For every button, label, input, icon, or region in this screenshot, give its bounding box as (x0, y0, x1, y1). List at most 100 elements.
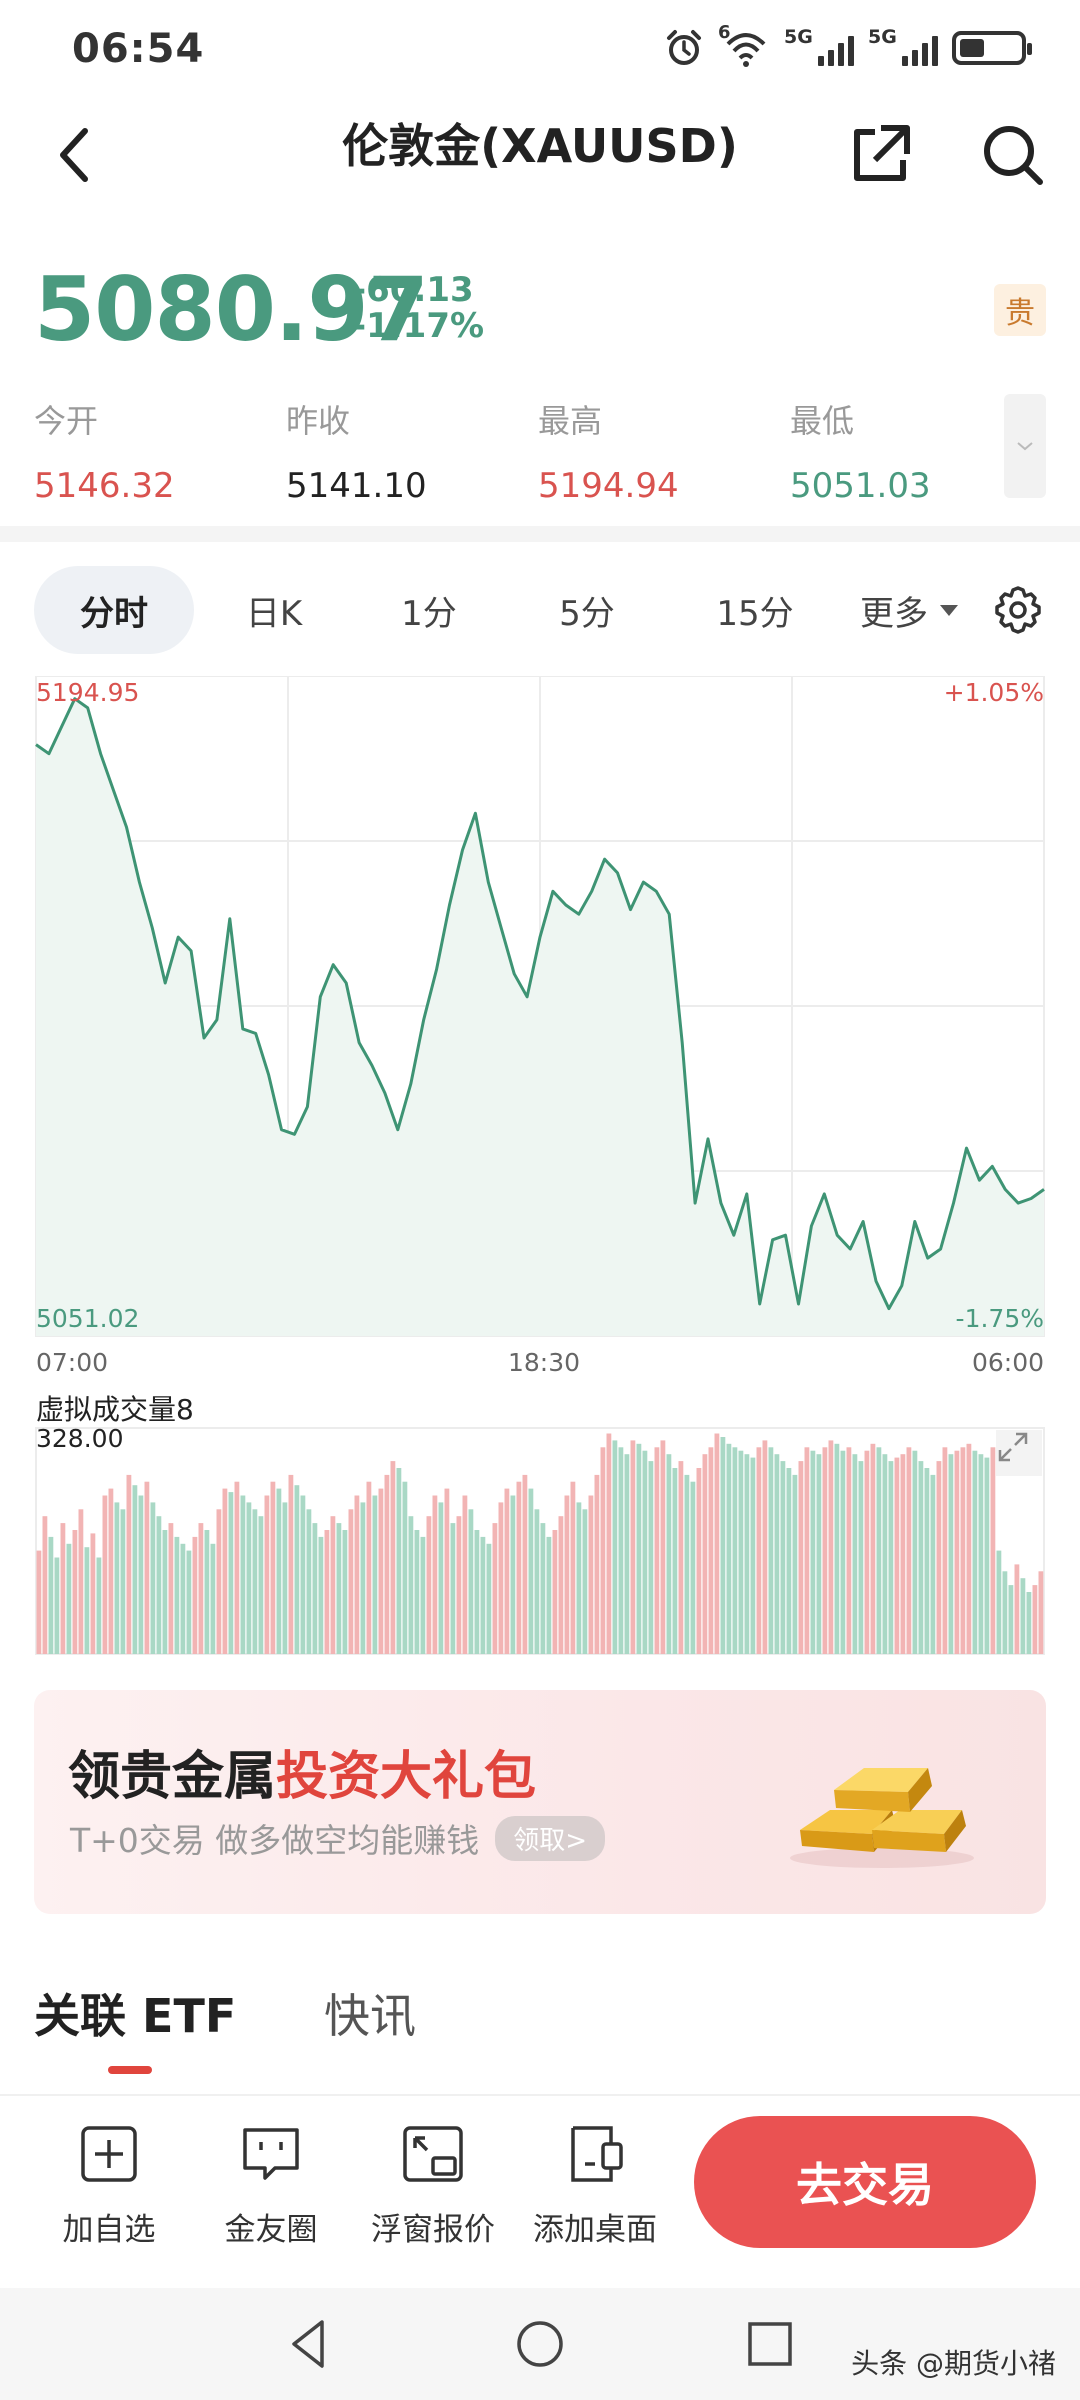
volume-max-label: 328.00 (36, 1424, 124, 1453)
volume-title: 虚拟成交量8 (36, 1393, 194, 1426)
volume-bar (186, 1550, 192, 1654)
tab-1min[interactable]: 1分 (401, 593, 457, 634)
volume-bar (672, 1468, 678, 1654)
volume-bar (348, 1509, 354, 1654)
chart-settings-button[interactable] (988, 580, 1048, 640)
share-button[interactable] (845, 120, 915, 190)
volume-bar (822, 1447, 828, 1654)
tab-15min[interactable]: 15分 (716, 593, 794, 634)
volume-bar (660, 1440, 666, 1654)
volume-bar (342, 1530, 348, 1654)
volume-bar (510, 1495, 516, 1654)
volume-bar (66, 1543, 72, 1654)
nav-back-icon[interactable] (280, 2314, 340, 2374)
floating-quote-button[interactable]: 浮窗报价 (358, 2122, 508, 2262)
volume-bar (696, 1468, 702, 1654)
volume-bar (354, 1495, 360, 1654)
add-to-desktop-button[interactable]: 添加桌面 (520, 2122, 670, 2262)
stat-value: 5051.03 (790, 466, 931, 506)
volume-bar (774, 1454, 780, 1654)
nav-home-icon[interactable] (510, 2314, 570, 2374)
nav-recents-icon[interactable] (740, 2314, 800, 2374)
volume-bar (96, 1557, 102, 1654)
tab-5min[interactable]: 5分 (559, 593, 615, 634)
bottom-toolbar: 加自选 金友圈 浮窗报价 添加桌面 去交易 (0, 2094, 1080, 2288)
volume-bar (264, 1495, 270, 1654)
header: 伦敦金(XAUUSD) (0, 100, 1080, 220)
volume-bar (876, 1447, 882, 1654)
volume-bar (414, 1530, 420, 1654)
network-type-2: 5G (868, 26, 897, 48)
volume-bar (432, 1495, 438, 1654)
volume-bar (438, 1502, 444, 1654)
volume-bar (990, 1447, 996, 1654)
volume-bar (576, 1502, 582, 1654)
volume-bar (366, 1481, 372, 1654)
volume-bar (372, 1495, 378, 1654)
volume-bar (732, 1447, 738, 1654)
banner-claim-button[interactable]: 领取> (495, 1815, 606, 1861)
tab-more-label: 更多 (860, 593, 928, 634)
desktop-widget-icon (571, 2126, 623, 2182)
expand-stats-button[interactable] (1004, 394, 1046, 498)
add-watchlist-label: 加自选 (62, 2212, 156, 2248)
wifi-badge: 6 (718, 22, 731, 43)
volume-bar (324, 1530, 330, 1654)
banner-title: 领贵金属投资大礼包 (68, 1734, 536, 1809)
volume-bar (402, 1481, 408, 1654)
current-price: 5080.97 (34, 258, 429, 361)
volume-bar (708, 1447, 714, 1654)
status-bar: 06:54 6 5G 5G (0, 0, 1080, 100)
volume-bar (852, 1454, 858, 1654)
volume-bar (258, 1516, 264, 1654)
volume-bar (306, 1509, 312, 1654)
back-button[interactable] (40, 120, 110, 190)
volume-bar (726, 1443, 732, 1654)
stat-open: 今开 5146.32 (34, 396, 254, 506)
trade-button[interactable]: 去交易 (694, 2116, 1036, 2248)
search-button[interactable] (978, 120, 1048, 190)
volume-bar (444, 1488, 450, 1654)
price-area-fill (36, 698, 1044, 1336)
volume-bar (684, 1474, 690, 1654)
volume-bar (912, 1450, 918, 1654)
volume-bar (582, 1509, 588, 1654)
volume-bar (762, 1440, 768, 1654)
volume-bar (552, 1530, 558, 1654)
add-watchlist-button[interactable]: 加自选 (34, 2122, 184, 2262)
network-type-1: 5G (784, 26, 813, 48)
volume-bar (816, 1454, 822, 1654)
stats-row: 今开 5146.32 昨收 5141.10 最高 5194.94 最低 5051… (34, 396, 994, 506)
expand-chart-button[interactable] (996, 1430, 1042, 1476)
system-nav-bar (0, 2288, 1080, 2400)
volume-bar (474, 1530, 480, 1654)
volume-bar (906, 1447, 912, 1654)
volume-bar (942, 1447, 948, 1654)
stat-high: 最高 5194.94 (538, 396, 758, 506)
volume-bar (114, 1502, 120, 1654)
community-button[interactable]: 金友圈 (196, 2122, 346, 2262)
pct-max-label: +1.05% (943, 678, 1044, 707)
change-percent: -1.17% (352, 306, 485, 346)
volume-bar (564, 1495, 570, 1654)
volume-bar (558, 1516, 564, 1654)
banner-subtitle-row: T+0交易 做多做空均能赚钱 领取> (70, 1814, 606, 1862)
volume-bar (480, 1536, 486, 1654)
volume-bar (408, 1516, 414, 1654)
volume-plot-border (35, 1427, 1045, 1655)
tab-daily-k[interactable]: 日K (245, 593, 303, 634)
volume-bar (456, 1516, 462, 1654)
tab-related-etf[interactable]: 关联 ETF (34, 1989, 237, 2043)
tab-news-flash[interactable]: 快讯 (324, 1989, 416, 2043)
intraday-chart[interactable]: 5194.95 +1.05% 5051.02 -1.75% 07:00 18:3… (0, 676, 1080, 1666)
volume-bar (330, 1516, 336, 1654)
volume-bar (468, 1509, 474, 1654)
volume-bar (624, 1454, 630, 1654)
volume-bar (534, 1509, 540, 1654)
volume-bar (798, 1461, 804, 1654)
tab-intraday[interactable]: 分时 (34, 566, 194, 654)
volume-bar (918, 1461, 924, 1654)
tab-more[interactable]: 更多 (844, 566, 974, 654)
volume-bar (156, 1516, 162, 1654)
promo-banner[interactable]: 领贵金属投资大礼包 T+0交易 做多做空均能赚钱 领取> (34, 1690, 1046, 1914)
